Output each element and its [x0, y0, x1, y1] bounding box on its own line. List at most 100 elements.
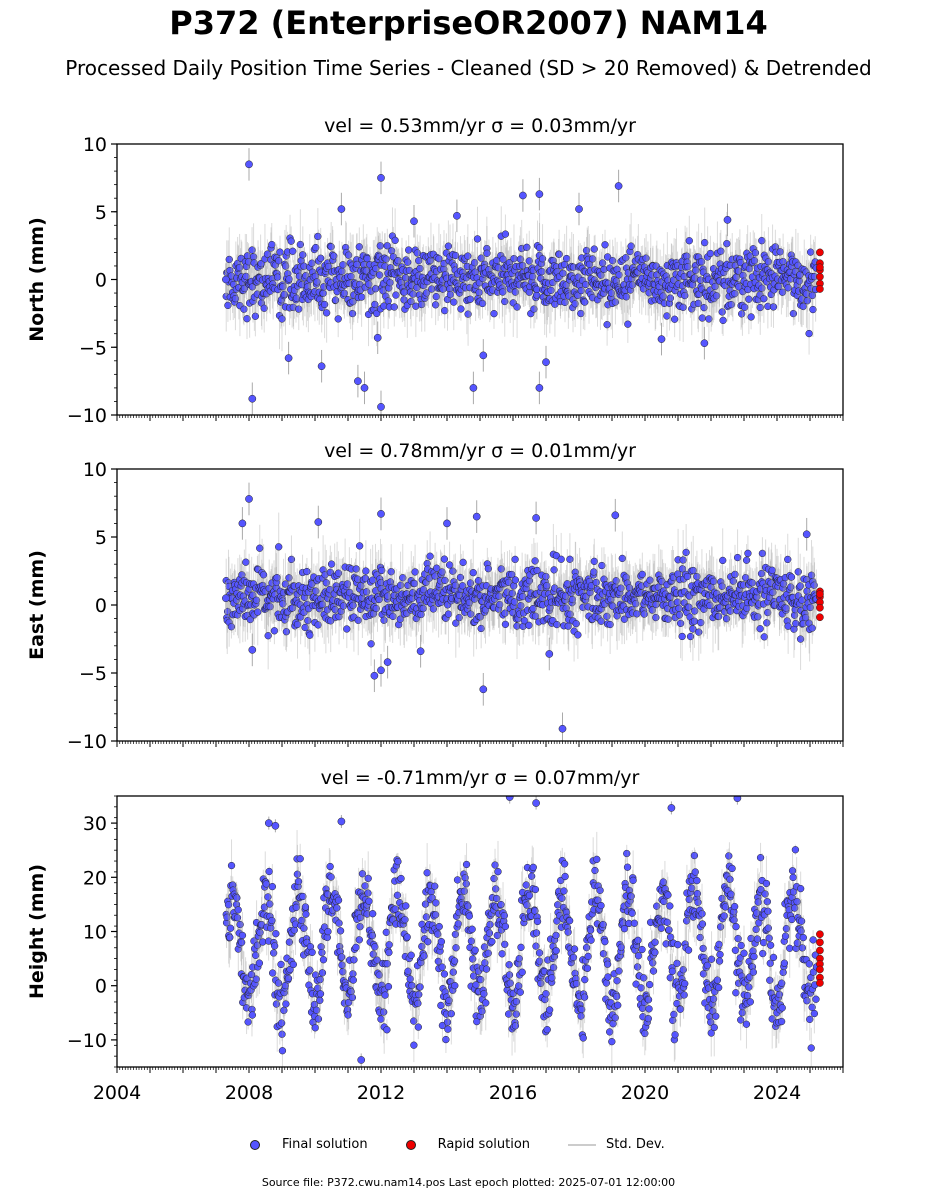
final-solution-point [756, 303, 764, 312]
final-solution-point [769, 303, 778, 311]
final-solution-point [717, 247, 725, 255]
final-solution-point [632, 600, 640, 608]
final-solution-point [679, 303, 687, 311]
final-solution-point [357, 293, 366, 301]
final-solution-point [456, 573, 465, 582]
final-solution-point [601, 241, 609, 249]
final-solution-point [603, 612, 611, 621]
final-solution-point [287, 237, 295, 245]
final-solution-point [426, 552, 434, 560]
final-solution-point [611, 298, 620, 306]
final-solution-point [455, 613, 463, 622]
final-solution-point [754, 613, 762, 621]
final-solution-point [757, 569, 766, 578]
final-solution-point [603, 320, 611, 329]
y-axis-label: North (mm) [26, 217, 48, 342]
final-solution-point [808, 291, 817, 300]
final-solution-point [545, 650, 554, 658]
final-solution-point [324, 262, 333, 271]
final-solution-point [327, 243, 335, 251]
final-solution-point [784, 284, 792, 292]
final-solution-point [334, 569, 343, 577]
final-solution-point [266, 603, 274, 611]
panel-north-data [222, 148, 824, 415]
final-solution-point [758, 549, 767, 558]
final-solution-point [617, 584, 625, 592]
final-solution-point [664, 615, 672, 623]
final-solution-point [280, 290, 289, 299]
final-solution-point [478, 299, 487, 308]
final-solution-point [238, 519, 247, 528]
final-solution-point [490, 310, 498, 318]
final-solution-point [441, 306, 449, 315]
final-solution-point [715, 612, 723, 621]
final-solution-point [529, 604, 537, 613]
final-solution-point [361, 574, 370, 583]
final-solution-point [750, 256, 759, 265]
final-solution-point [308, 580, 316, 588]
final-solution-point [719, 556, 727, 565]
final-solution-point [281, 580, 290, 588]
final-solution-point [590, 568, 598, 576]
final-solution-point [260, 304, 268, 312]
final-solution-point [263, 250, 272, 258]
final-solution-point [547, 286, 555, 294]
final-solution-point [738, 310, 746, 318]
final-solution-point [389, 253, 397, 261]
final-solution-point [723, 216, 732, 224]
final-solution-point [282, 262, 290, 270]
final-solution-point [558, 724, 567, 733]
final-solution-point [731, 570, 739, 579]
final-solution-point [354, 377, 362, 385]
final-solution-point [774, 282, 783, 291]
final-solution-point [577, 286, 585, 295]
final-solution-point [377, 666, 385, 675]
final-solution-point [561, 298, 569, 307]
final-solution-point [429, 605, 438, 613]
final-solution-point [706, 249, 715, 258]
final-solution-point [501, 609, 509, 617]
final-solution-point [592, 578, 600, 587]
final-solution-point [367, 640, 375, 648]
rapid-solution-point [816, 263, 824, 272]
final-solution-point [805, 329, 813, 338]
final-solution-point [666, 294, 675, 302]
final-solution-point [224, 301, 232, 310]
final-solution-point [438, 568, 446, 576]
final-solution-point [571, 300, 579, 308]
final-solution-point [254, 608, 262, 616]
final-solution-point [449, 567, 457, 575]
final-solution-point [706, 601, 714, 610]
final-solution-point [683, 572, 692, 581]
final-solution-point [474, 576, 483, 585]
final-solution-point [574, 631, 582, 639]
final-solution-point [256, 544, 264, 552]
final-solution-point [377, 403, 385, 411]
final-solution-point [712, 292, 721, 300]
final-solution-point [301, 623, 309, 632]
final-solution-point [729, 577, 737, 585]
final-solution-point [275, 257, 283, 265]
final-solution-point [278, 315, 286, 323]
final-solution-point [469, 384, 478, 392]
final-solution-point [377, 510, 385, 518]
final-solution-point [419, 585, 428, 594]
final-solution-point [400, 288, 408, 296]
final-solution-point [497, 565, 505, 573]
panel-north: −10 −5 0 5 10 vel = 0.53mm/yr σ = 0.03mm/yr No… [26, 115, 844, 427]
final-solution-point [276, 248, 284, 256]
final-solution-point [314, 232, 322, 241]
final-solution-point [566, 555, 574, 563]
final-solution-point [245, 495, 253, 503]
final-solution-point [334, 315, 342, 323]
final-solution-point [796, 582, 804, 590]
final-solution-point [566, 610, 574, 618]
final-solution-point [443, 519, 451, 528]
final-solution-point [670, 315, 679, 323]
final-solution-point [282, 628, 291, 636]
final-solution-point [525, 257, 533, 265]
final-solution-point [758, 237, 766, 245]
y-tick-label: 0 [95, 270, 107, 292]
final-solution-point [684, 263, 692, 271]
final-solution-point [314, 518, 323, 526]
